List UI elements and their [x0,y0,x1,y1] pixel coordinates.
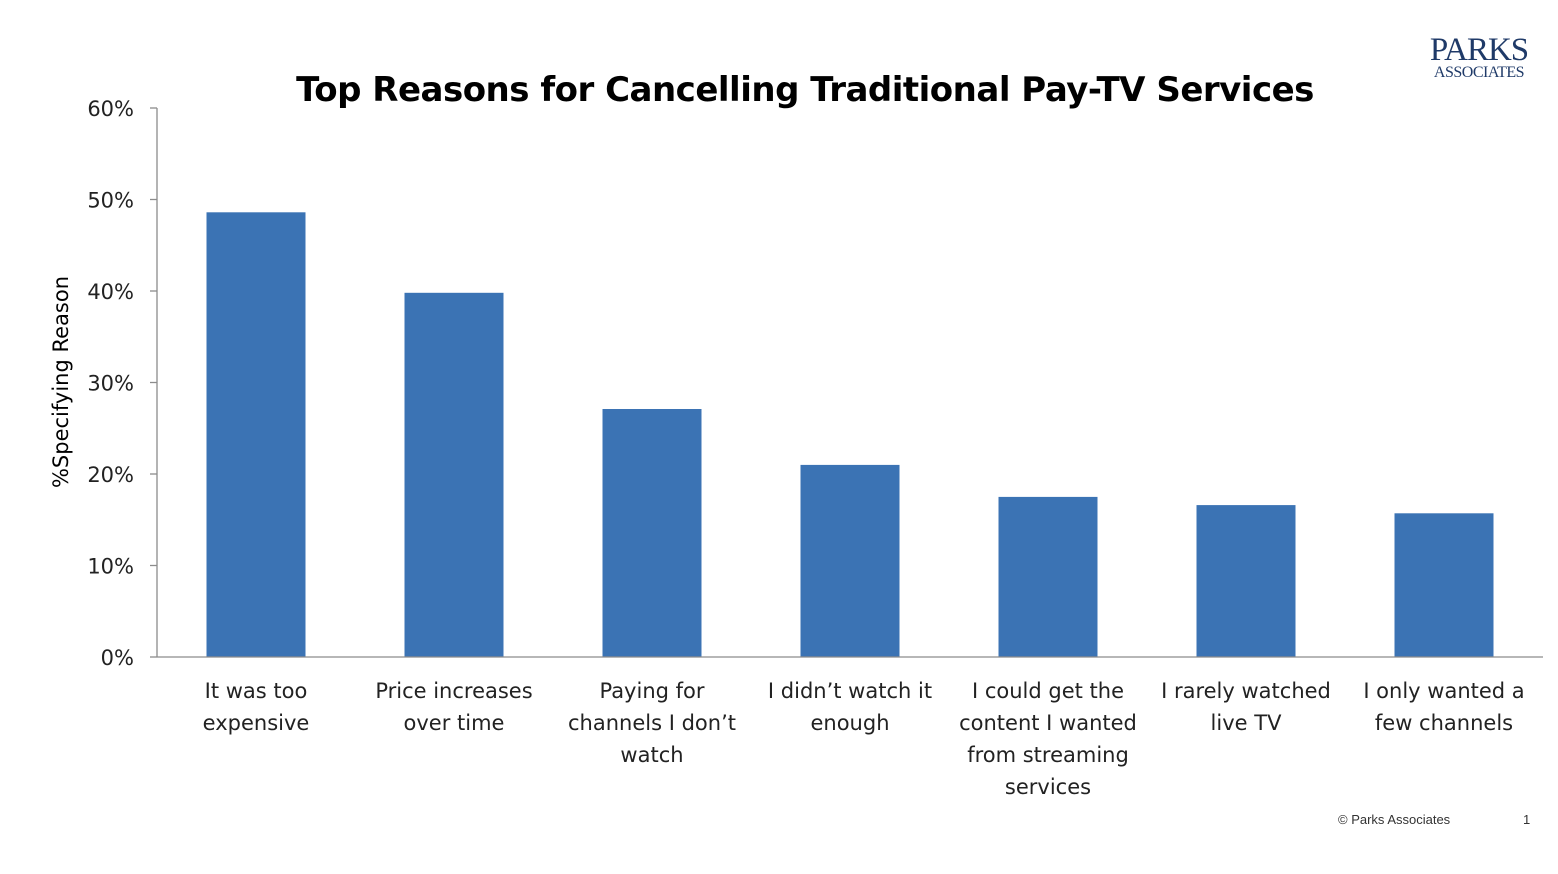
chart-title: Top Reasons for Cancelling Traditional P… [296,70,1314,110]
bar-4 [800,464,900,657]
bar-5 [998,496,1098,657]
bar-1 [206,212,306,658]
logo-line-1: PARKS [1429,32,1529,68]
y-tick-label: 0% [101,646,134,670]
bar-2 [404,292,504,657]
page-number: 1 [1523,812,1531,827]
bar-7 [1394,513,1494,657]
bar-3 [602,409,702,657]
y-tick-labels-group: 0% 10% 20% 30% 40% 50% 60% [87,97,157,670]
y-tick-label: 60% [87,97,134,121]
y-tick-label: 10% [87,555,134,579]
x-tick-label: I only wanted a few channels [1363,679,1524,735]
x-tick-label: I didn’t watch it enough [768,679,932,735]
bars-group [206,212,1494,658]
y-tick-label: 30% [87,372,134,396]
logo-line-2: ASSOCIATES [1433,64,1525,81]
y-tick-label: 50% [87,189,134,213]
x-tick-label: It was too expensive [203,679,310,735]
bar-6 [1196,505,1296,657]
y-tick-label: 40% [87,280,134,304]
x-tick-label: Price increases over time [375,679,532,735]
parks-associates-logo: PARKS ASSOCIATES [1418,34,1540,86]
x-tick-label: Paying for channels I don’t watch [568,679,736,767]
x-tick-label: I rarely watched live TV [1161,679,1331,735]
x-tick-label: I could get the content I wanted from stre… [959,679,1137,799]
footer-copyright: © Parks Associates [1338,812,1451,827]
y-tick-label: 20% [87,463,134,487]
y-axis-label: %Specifying Reason [49,276,73,488]
x-tick-labels-group: It was too expensive Price increases over t… [203,679,1525,799]
